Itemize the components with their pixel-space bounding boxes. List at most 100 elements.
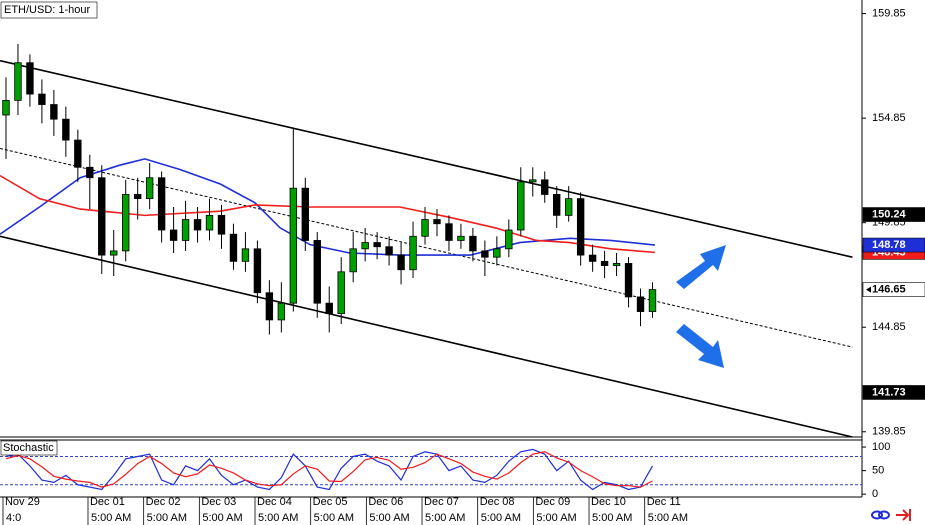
- down-arrow: [676, 324, 724, 368]
- candle-body: [145, 177, 154, 200]
- plot-area: [0, 43, 853, 437]
- x-tick-label: Dec 11: [647, 496, 681, 508]
- link-icon[interactable]: [871, 510, 883, 520]
- candle-body: [612, 263, 621, 266]
- candle-body: [26, 62, 34, 95]
- y-tick-label: 154.85: [872, 112, 906, 124]
- candle-body: [433, 219, 441, 225]
- x-tick-time: 5:00 AM: [147, 512, 187, 524]
- x-tick-label: Dec 07: [424, 496, 459, 508]
- x-tick-time: 5:00 AM: [592, 512, 632, 524]
- candle-body: [517, 181, 525, 231]
- candle-body: [181, 219, 190, 241]
- moving-average: [0, 174, 655, 254]
- candle-body: [289, 187, 298, 304]
- toolbar-icons[interactable]: [871, 509, 911, 521]
- channel-line: [0, 147, 853, 348]
- x-tick-time: 5:00 AM: [481, 512, 521, 524]
- candle-body: [421, 219, 429, 237]
- candle-body: [50, 104, 58, 120]
- candle-body: [493, 248, 501, 258]
- price-label: 141.73: [872, 386, 906, 398]
- x-tick-time: 5:00 AM: [425, 512, 465, 524]
- price-label: 148.78: [872, 239, 906, 251]
- candle-body: [38, 93, 46, 105]
- x-tick-label: Dec 06: [368, 496, 403, 508]
- panel-title: Stochastic: [3, 442, 54, 454]
- y-tick-label: 144.85: [872, 321, 906, 333]
- candle-body: [133, 194, 142, 200]
- candle-body: [397, 254, 405, 271]
- candle-body: [157, 177, 166, 231]
- price-pointer: [866, 286, 871, 293]
- candle-body: [636, 296, 645, 312]
- x-tick-label: Dec 05: [313, 496, 348, 508]
- candle-body: [481, 250, 489, 258]
- x-tick-label: Dec 09: [535, 496, 570, 508]
- candle-body: [301, 187, 309, 241]
- candle-body: [193, 219, 202, 231]
- y-tick-label: 100: [872, 441, 890, 453]
- candle-body: [241, 248, 250, 262]
- candle-body: [385, 246, 393, 256]
- y-tick-label: 50: [872, 465, 884, 477]
- candle-body: [624, 263, 633, 298]
- x-tick-time: 4:0: [6, 512, 21, 524]
- x-tick-label: Dec 10: [591, 496, 626, 508]
- candle-body: [74, 139, 82, 168]
- up-arrow: [676, 245, 726, 289]
- candle-body: [277, 302, 286, 321]
- y-tick-label: 159.85: [872, 7, 906, 19]
- candle-body: [505, 229, 513, 250]
- title-box: [0, 1, 98, 19]
- price-label: 146.65: [872, 283, 906, 295]
- arrow-icon[interactable]: [896, 509, 911, 521]
- x-tick-time: 5:00 AM: [369, 512, 409, 524]
- candle-body: [373, 242, 381, 248]
- candle-body: [445, 223, 453, 241]
- candle-body: [313, 240, 321, 304]
- price-label-box: [862, 237, 925, 253]
- price-label: 150.24: [872, 208, 907, 220]
- x-tick-time: 5:00 AM: [91, 512, 131, 524]
- candle-body: [110, 250, 118, 256]
- channel-line: [0, 59, 853, 258]
- candle-body: [564, 198, 573, 216]
- y-tick-label: 139.85: [872, 426, 906, 438]
- x-tick-time: 5:00 AM: [648, 512, 688, 524]
- price-label-box: [862, 385, 925, 400]
- x-tick-label: Dec 03: [201, 496, 236, 508]
- candle-body: [205, 214, 214, 231]
- price-label-box: [862, 282, 925, 297]
- candle-body: [98, 177, 106, 256]
- candle-body: [576, 198, 585, 256]
- x-tick-label: Dec 08: [480, 496, 515, 508]
- stochastic-line: [5, 448, 654, 491]
- candle-body: [217, 214, 226, 235]
- candle-body: [86, 166, 94, 179]
- x-tick-time: 5:00 AM: [536, 512, 576, 524]
- candle-body: [648, 289, 657, 312]
- candle-body: [600, 260, 609, 266]
- candle-body: [265, 292, 274, 321]
- candle-body: [457, 235, 465, 241]
- candle-body: [2, 99, 10, 116]
- candle-body: [553, 194, 561, 216]
- panel-title-box: [0, 440, 58, 456]
- candle-body: [253, 248, 262, 294]
- candle-body: [14, 62, 22, 101]
- y-tick-label: 0: [872, 488, 878, 500]
- x-tick-label: Dec 02: [146, 496, 181, 508]
- price-label-box: [862, 207, 925, 222]
- candle-body: [529, 179, 537, 183]
- candle-body: [325, 302, 333, 315]
- candle-body: [337, 271, 345, 315]
- candle-body: [349, 248, 357, 273]
- candle-body: [469, 235, 477, 252]
- x-tick-label: Dec 01: [90, 496, 125, 508]
- chart-title: ETH/USD: 1-hour: [4, 4, 91, 16]
- link-icon[interactable]: [878, 510, 890, 520]
- candle-body: [541, 179, 549, 195]
